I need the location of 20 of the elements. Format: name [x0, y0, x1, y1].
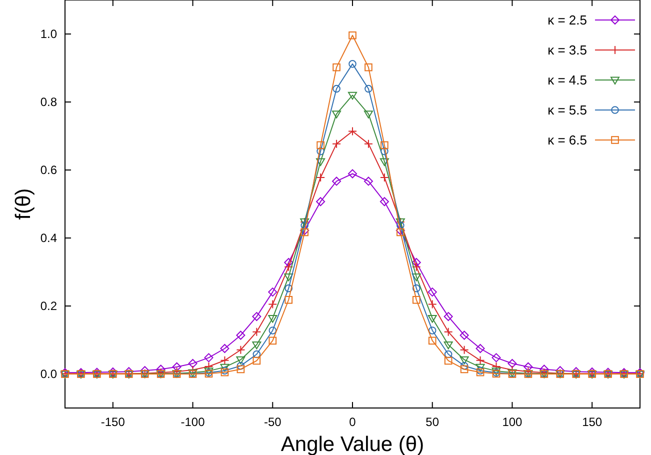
y-tick-label: 0.4: [40, 231, 58, 246]
y-tick-label: 1.0: [40, 27, 58, 42]
x-tick-label: -150: [100, 415, 126, 429]
x-tick-label: 0: [349, 415, 356, 429]
legend-label: κ = 5.5: [548, 102, 587, 118]
legend-label: κ = 2.5: [548, 12, 587, 28]
legend-label: κ = 4.5: [548, 72, 587, 88]
x-tick-label: -50: [264, 415, 282, 429]
legend-label: κ = 6.5: [548, 132, 587, 148]
x-axis-title: Angle Value (θ): [280, 433, 424, 455]
legend-label: κ = 3.5: [548, 42, 587, 58]
y-tick-label: 0.6: [40, 163, 58, 178]
y-tick-label: 0.0: [40, 367, 58, 382]
y-tick-label: 0.8: [40, 95, 58, 110]
x-tick-label: 100: [502, 415, 523, 429]
y-axis-title: f(θ): [12, 188, 35, 220]
x-tick-label: 150: [582, 415, 602, 429]
x-tick-label: -100: [180, 415, 206, 429]
x-tick-label: 50: [426, 415, 440, 429]
y-tick-label: 0.2: [40, 299, 58, 314]
